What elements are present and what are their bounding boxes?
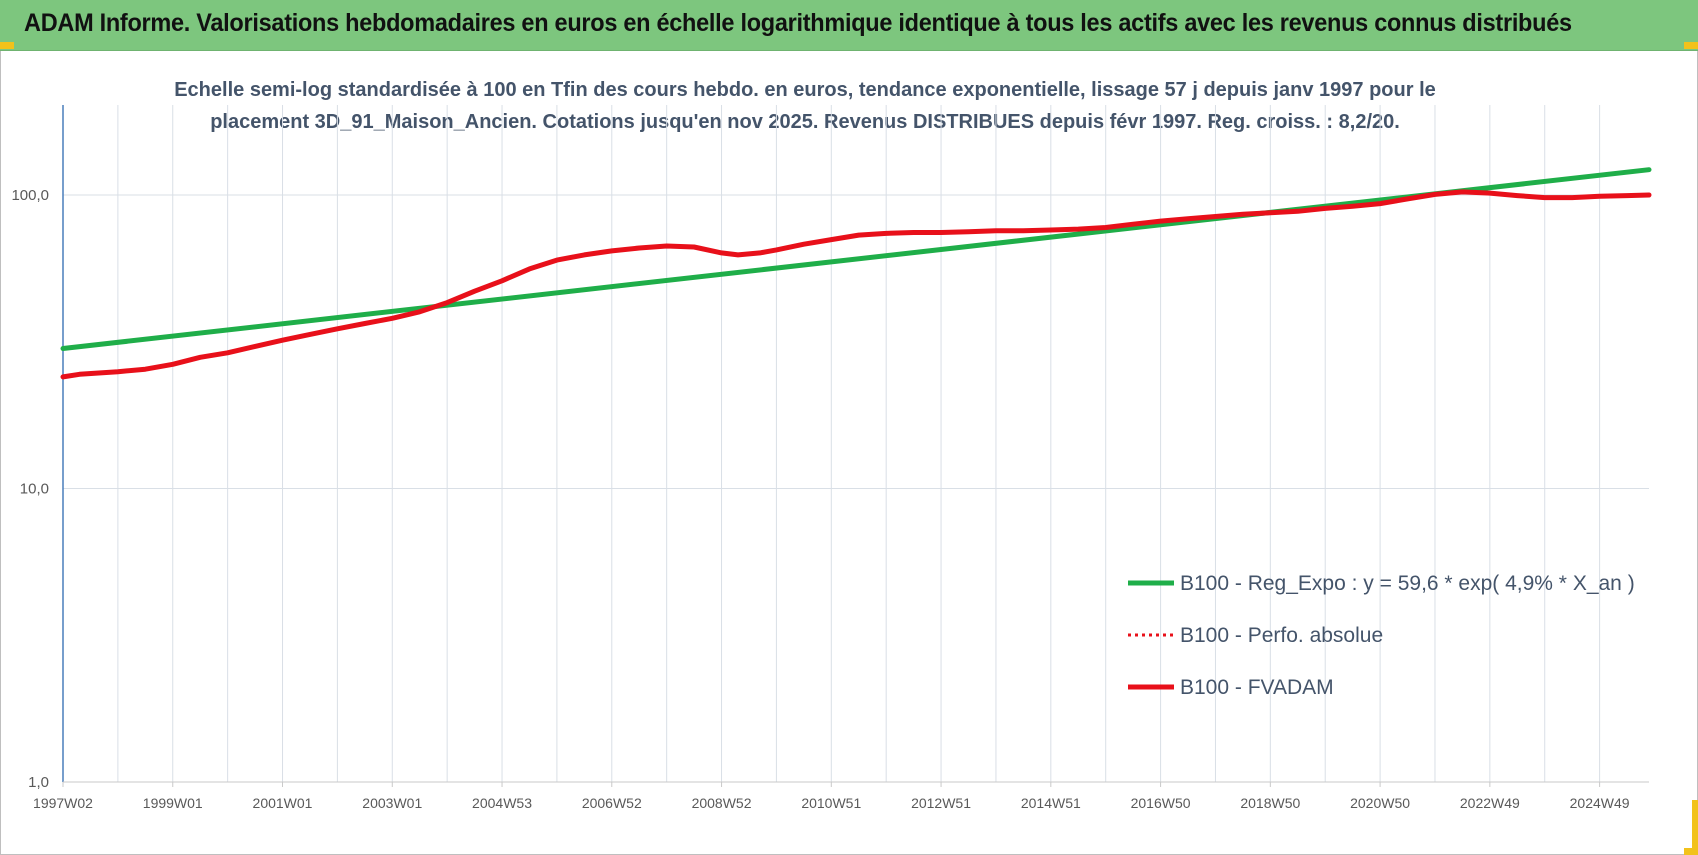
corner-marker-bottom-right-base <box>1684 848 1698 855</box>
y-tick-label: 100,0 <box>11 187 49 204</box>
x-tick-label: 2010W51 <box>801 795 861 811</box>
legend-label: B100 - Reg_Expo : y = 59,6 * exp( 4,9% *… <box>1180 572 1635 595</box>
x-tick-label: 2018W50 <box>1240 795 1300 811</box>
x-tick-label: 1999W01 <box>143 795 203 811</box>
x-tick-label: 2024W49 <box>1570 795 1630 811</box>
legend-label: B100 - Perfo. absolue <box>1180 624 1383 647</box>
x-tick-label: 2014W51 <box>1021 795 1081 811</box>
x-tick-label: 2016W50 <box>1131 795 1191 811</box>
legend-label: B100 - FVADAM <box>1180 676 1334 699</box>
page-title: ADAM Informe. Valorisations hebdomadaire… <box>24 9 1572 37</box>
x-tick-label: 2020W50 <box>1350 795 1410 811</box>
title-banner: ADAM Informe. Valorisations hebdomadaire… <box>0 0 1698 51</box>
x-tick-label: 2004W53 <box>472 795 532 811</box>
y-tick-label: 10,0 <box>20 481 49 498</box>
x-tick-label: 2001W01 <box>253 795 313 811</box>
x-tick-label: 1997W02 <box>33 795 93 811</box>
x-tick-label: 2003W01 <box>362 795 422 811</box>
corner-marker-top-right <box>1684 42 1698 49</box>
chart-subtitle-line-2: placement 3D_91_Maison_Ancien. Cotations… <box>210 111 1400 133</box>
y-tick-label: 1,0 <box>28 774 49 791</box>
corner-marker-bottom-right <box>1692 800 1698 850</box>
x-tick-label: 2012W51 <box>911 795 971 811</box>
x-tick-label: 2022W49 <box>1460 795 1520 811</box>
x-tick-label: 2008W52 <box>692 795 752 811</box>
x-tick-label: 2006W52 <box>582 795 642 811</box>
corner-marker-top-left <box>0 42 14 49</box>
chart-subtitle-line-1: Echelle semi-log standardisée à 100 en T… <box>174 79 1436 101</box>
fvadam-line <box>60 189 1652 380</box>
regression-line <box>60 167 1652 351</box>
